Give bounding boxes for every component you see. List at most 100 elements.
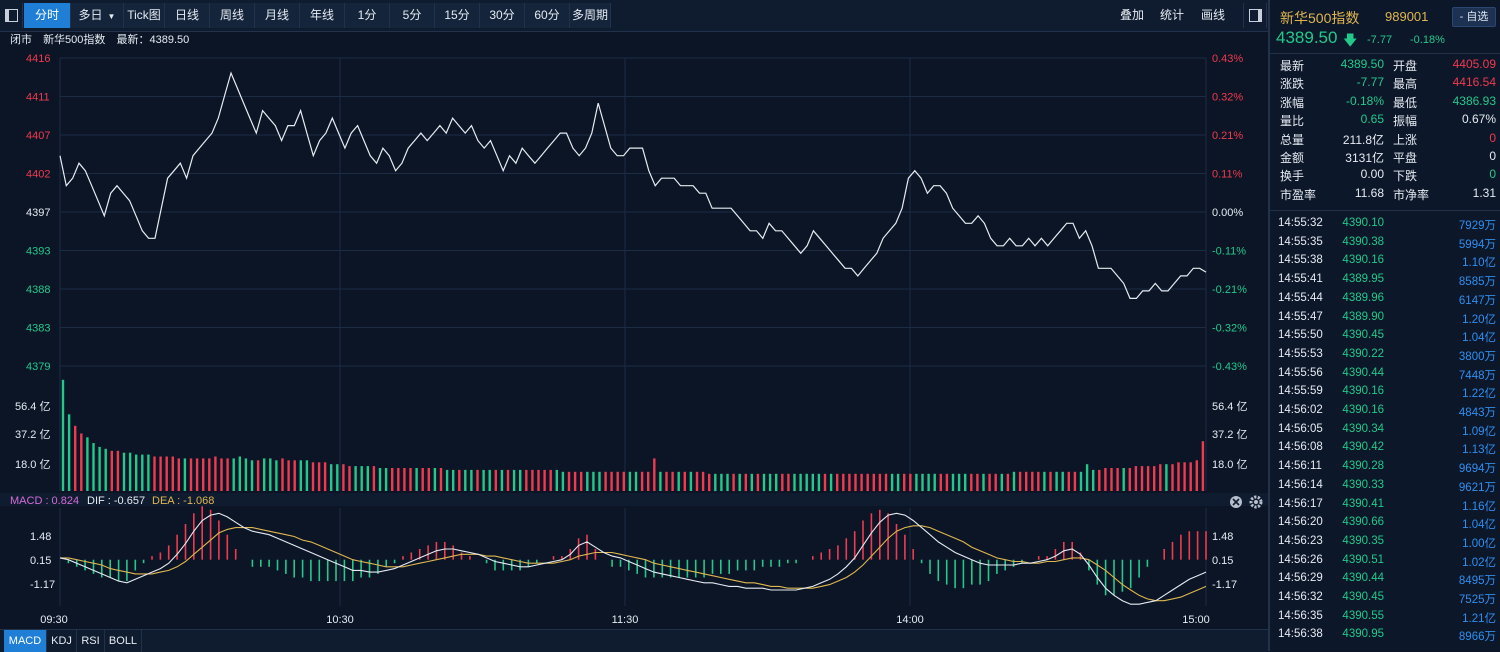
tab-1min[interactable]: 1分 bbox=[345, 3, 390, 28]
volume-bar bbox=[366, 466, 369, 491]
volume-bar bbox=[293, 460, 296, 491]
overlay-button[interactable]: 叠加 bbox=[1120, 8, 1145, 22]
tick-row: 14:56:38 4390.95 8966万 bbox=[1270, 628, 1500, 647]
volume-bar bbox=[689, 471, 693, 491]
tick-price: 4390.44 bbox=[1342, 572, 1384, 585]
volume-bar bbox=[823, 473, 827, 492]
volume-bar bbox=[604, 471, 607, 491]
volume-axis-label: 37.2 亿 bbox=[15, 428, 50, 441]
volume-bar bbox=[1079, 471, 1083, 491]
tick-price: 4390.51 bbox=[1342, 553, 1384, 566]
volume-bar bbox=[323, 462, 327, 492]
volume-bar bbox=[433, 468, 437, 491]
volume-bar bbox=[750, 473, 753, 492]
volume-bar bbox=[964, 473, 967, 492]
tick-price: 4389.90 bbox=[1342, 310, 1384, 323]
volume-bar bbox=[189, 458, 193, 491]
tick-price: 4390.35 bbox=[1342, 534, 1384, 547]
quote-label: 总量 bbox=[1280, 132, 1305, 147]
volume-bar bbox=[519, 469, 522, 491]
tab-fenshi[interactable]: 分时 bbox=[24, 3, 71, 28]
volume-bar bbox=[945, 473, 949, 492]
tab-rsi[interactable]: RSI bbox=[77, 630, 105, 652]
tab-30min[interactable]: 30分 bbox=[480, 3, 525, 28]
volume-bar bbox=[287, 460, 290, 491]
volume-bar bbox=[732, 473, 735, 492]
tick-price: 4390.42 bbox=[1342, 441, 1384, 454]
price-axis-label: 4397 bbox=[26, 207, 50, 219]
volume-bar bbox=[854, 473, 857, 492]
tick-volume: 1.13亿 bbox=[1462, 444, 1496, 457]
tab-monthly[interactable]: 月线 bbox=[255, 3, 300, 28]
tick-price: 4390.16 bbox=[1342, 404, 1384, 416]
intraday-chart[interactable]: 4416 4411 4407 4402 4397 4393 4388 4383 4379 0.43… bbox=[0, 46, 1268, 629]
collapse-left-button[interactable] bbox=[0, 3, 23, 28]
volume-bar bbox=[525, 469, 528, 491]
volume-bar bbox=[817, 473, 821, 492]
volume-bar bbox=[372, 466, 376, 491]
tab-weekly[interactable]: 周线 bbox=[210, 3, 255, 28]
volume-bar bbox=[269, 458, 272, 491]
latest-price-label: 最新：4389.50 bbox=[116, 34, 190, 46]
volume-bar bbox=[1085, 464, 1089, 491]
quote-label: 最高 bbox=[1393, 77, 1418, 92]
tick-time: 14:56:23 bbox=[1278, 534, 1323, 547]
tab-5min[interactable]: 5分 bbox=[390, 3, 435, 28]
tick-volume: 1.04亿 bbox=[1462, 332, 1496, 345]
stats-button[interactable]: 统计 bbox=[1160, 8, 1185, 22]
volume-bar bbox=[573, 471, 577, 491]
tab-boll[interactable]: BOLL bbox=[105, 630, 142, 652]
dea-value: DEA : -1.068 bbox=[152, 495, 214, 507]
tick-row: 14:55:56 4390.44 7448万 bbox=[1270, 367, 1500, 386]
tick-time: 14:56:08 bbox=[1278, 441, 1323, 454]
tick-time: 14:55:38 bbox=[1278, 254, 1323, 267]
volume-bar bbox=[98, 446, 101, 491]
volume-bar bbox=[415, 468, 418, 491]
tick-price: 4390.38 bbox=[1342, 235, 1384, 248]
volume-bar bbox=[470, 469, 473, 491]
tab-kdj[interactable]: KDJ bbox=[47, 630, 77, 652]
price-axis-label: 4383 bbox=[26, 323, 50, 335]
volume-bar bbox=[921, 473, 924, 492]
tab-macd[interactable]: MACD bbox=[4, 630, 47, 652]
volume-bar bbox=[1012, 471, 1016, 491]
volume-bar bbox=[506, 469, 510, 491]
tab-multiday[interactable]: 多日 ▼ bbox=[71, 3, 124, 28]
tab-60min[interactable]: 60分 bbox=[525, 3, 570, 28]
volume-bar bbox=[860, 473, 863, 492]
volume-bar bbox=[756, 473, 760, 492]
volume-bar bbox=[171, 456, 174, 491]
volume-bar bbox=[1073, 471, 1077, 491]
volume-bar bbox=[896, 473, 900, 492]
quote-label: 上涨 bbox=[1393, 132, 1418, 147]
volume-bar bbox=[128, 452, 132, 491]
volume-bar bbox=[147, 454, 150, 491]
remove-favorite-button[interactable]: - 自选 bbox=[1452, 7, 1496, 27]
tab-15min[interactable]: 15分 bbox=[435, 3, 480, 28]
tick-time: 14:55:32 bbox=[1278, 217, 1323, 229]
collapse-right-button[interactable] bbox=[1243, 3, 1267, 28]
down-arrow-icon: 🡇 bbox=[1343, 32, 1358, 48]
dea-line bbox=[60, 525, 1207, 602]
volume-bar bbox=[1183, 462, 1186, 492]
tick-row: 14:56:35 4390.55 1.21亿 bbox=[1270, 610, 1500, 629]
tab-multiperiod[interactable]: 多周期 bbox=[570, 3, 611, 28]
macd-axis-label: 1.48 bbox=[1212, 531, 1233, 543]
draw-button[interactable]: 画线 bbox=[1201, 8, 1226, 22]
quote-label: 振幅 bbox=[1393, 114, 1418, 129]
price-axis-label: 4411 bbox=[26, 92, 50, 104]
volume-bar bbox=[1025, 471, 1028, 491]
volume-bar bbox=[799, 473, 802, 492]
tick-row: 14:55:44 4389.96 6147万 bbox=[1270, 292, 1500, 311]
tab-daily[interactable]: 日线 bbox=[165, 3, 210, 28]
gear-icon[interactable] bbox=[1249, 495, 1263, 509]
volume-bar bbox=[909, 473, 912, 492]
quote-value: 0.65 bbox=[1360, 112, 1384, 127]
tab-tick[interactable]: Tick图 bbox=[124, 3, 165, 28]
volume-bar bbox=[1171, 464, 1174, 491]
tab-yearly[interactable]: 年线 bbox=[300, 3, 345, 28]
volume-bar bbox=[263, 458, 266, 491]
current-price: 4389.50 bbox=[1276, 28, 1338, 47]
volume-bar bbox=[110, 450, 113, 492]
volume-bar bbox=[1049, 471, 1052, 491]
